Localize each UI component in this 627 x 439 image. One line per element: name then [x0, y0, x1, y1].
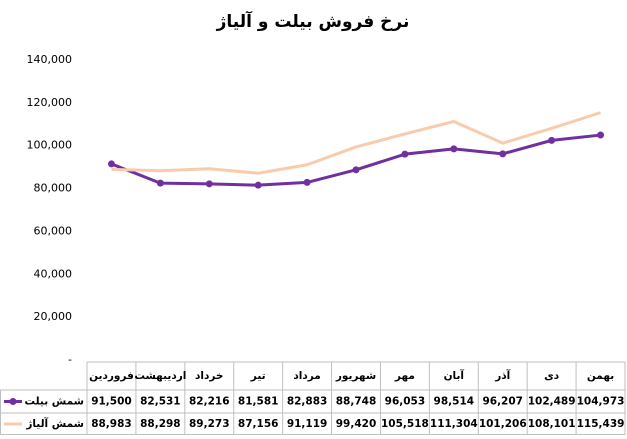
point — [450, 145, 458, 153]
table-value: 101,206 — [479, 418, 527, 430]
table-value: 91,500 — [91, 396, 132, 408]
x-tick-label: آذر — [494, 369, 510, 382]
table-value: 82,531 — [140, 396, 181, 408]
y-tick-label: 140,000 — [27, 53, 73, 66]
y-tick-label: 120,000 — [27, 96, 73, 109]
table-value: 89,273 — [189, 418, 230, 430]
table-value: 91,119 — [287, 418, 328, 430]
x-tick-label: بهمن — [587, 370, 614, 382]
y-tick-label: 80,000 — [34, 182, 73, 195]
y-tick-label: 40,000 — [34, 267, 73, 280]
table-value: 88,983 — [91, 418, 132, 430]
line — [111, 111, 602, 175]
point — [352, 166, 360, 174]
y-tick-label: 20,000 — [34, 310, 73, 323]
point — [303, 178, 311, 186]
table-value: 82,883 — [287, 396, 328, 408]
table-value: 88,748 — [336, 396, 377, 408]
x-tick-label: شهریور — [335, 370, 376, 382]
chart-title: نرخ فروش بیلت و آلیاژ — [216, 10, 410, 32]
x-tick-label: فروردین — [89, 370, 134, 382]
x-tick-label: دی — [544, 370, 560, 382]
x-tick-label: تیر — [250, 370, 266, 382]
x-tick-label: خرداد — [195, 370, 223, 382]
line — [110, 133, 601, 187]
x-tick-label: مرداد — [293, 370, 320, 382]
legend-marker — [9, 398, 17, 405]
point — [205, 180, 213, 188]
table-value: 104,973 — [577, 396, 625, 408]
y-tick-label: 100,000 — [27, 139, 73, 152]
x-tick-label: آبان — [444, 369, 465, 382]
point — [107, 160, 115, 168]
table-value: 81,581 — [238, 396, 279, 408]
table-value: 96,207 — [482, 396, 523, 408]
point — [499, 150, 507, 158]
table-value: 88,298 — [140, 418, 181, 430]
table-value: 115,439 — [577, 418, 625, 430]
y-tick-label: - — [68, 353, 72, 366]
table-value: 99,420 — [336, 418, 377, 430]
table-value: 108,101 — [528, 418, 576, 430]
legend-label: شمش آلیاژ — [25, 417, 84, 430]
table-value: 82,216 — [189, 396, 230, 408]
legend-label: شمش بیلت — [25, 396, 85, 408]
x-tick-label: مهر — [394, 370, 415, 382]
point — [597, 131, 605, 139]
table-value: 105,518 — [381, 418, 429, 430]
point — [548, 136, 556, 144]
table-value: 98,514 — [434, 396, 475, 408]
table-value: 102,489 — [528, 396, 576, 408]
point — [401, 150, 409, 158]
table-value: 96,053 — [385, 396, 426, 408]
x-tick-label: اردیبهشت — [134, 370, 186, 382]
point — [156, 179, 164, 187]
y-tick-label: 60,000 — [34, 224, 73, 237]
point — [254, 181, 262, 189]
table-value: 111,304 — [430, 418, 478, 430]
table-value: 87,156 — [238, 418, 279, 430]
